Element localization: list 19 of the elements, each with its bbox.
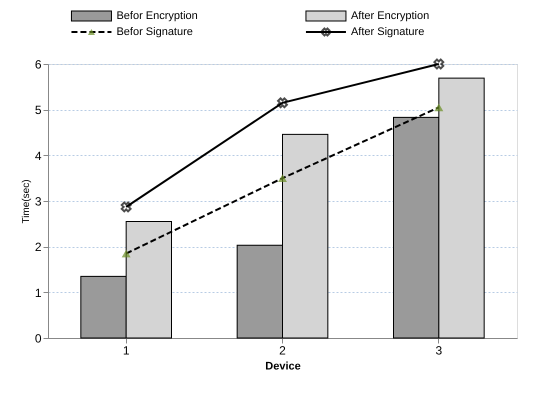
y-tick-label: 5 <box>34 103 42 118</box>
y-tick-label: 0 <box>34 332 42 346</box>
x-tick-label: 2 <box>279 344 286 358</box>
legend-label: Befor Encryption <box>116 10 198 22</box>
point <box>277 97 288 108</box>
y-tick-label: 2 <box>34 240 42 254</box>
legend-label: After Encryption <box>350 10 430 22</box>
x-tick-label: 1 <box>122 344 130 358</box>
y-tick-label: 6 <box>34 58 42 72</box>
x-axis-title: Device <box>265 360 301 372</box>
legend-label: After Signature <box>350 26 424 38</box>
y-tick-label: 4 <box>34 148 42 163</box>
y-tick-label: 1 <box>34 286 42 300</box>
point <box>120 202 132 212</box>
x-tick-label: 3 <box>435 344 442 358</box>
legend-label: Befor Signature <box>116 26 193 38</box>
y-axis-title: Time(sec) <box>20 179 32 224</box>
y-tick-label: 3 <box>34 194 42 208</box>
point <box>433 58 444 70</box>
